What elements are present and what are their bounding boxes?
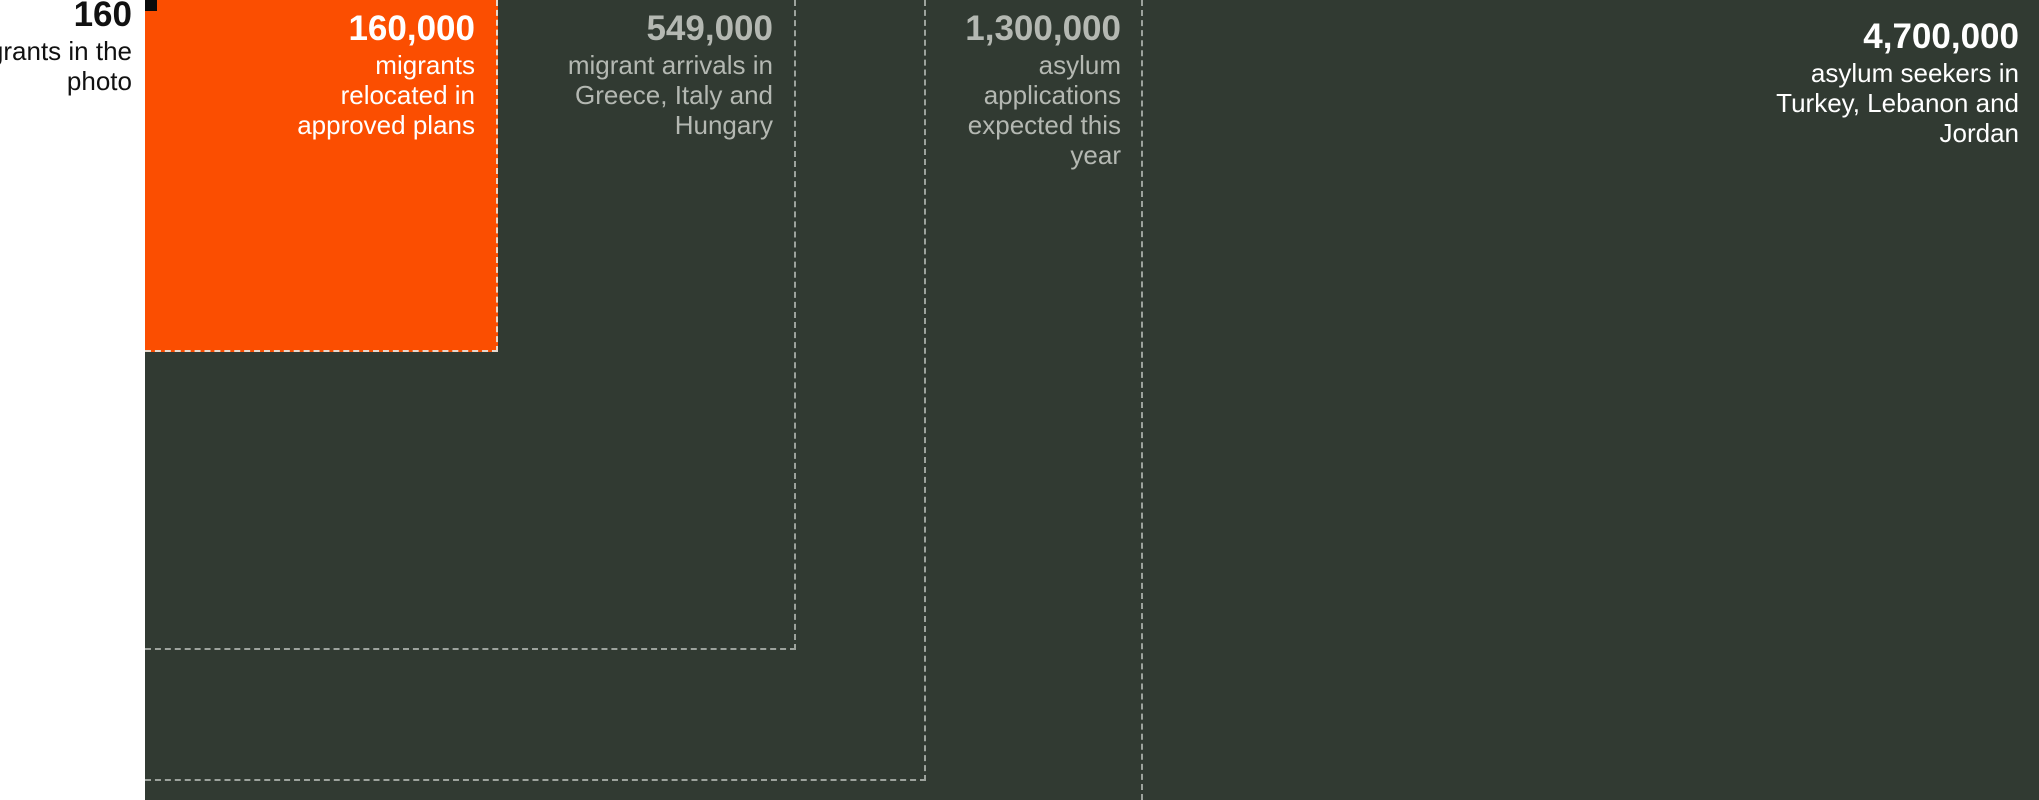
square-549000 [145,0,926,781]
square-approx-box [145,0,796,650]
label-160: 160 migrants in the photo [0,0,132,96]
label-1300000: 1,300,000 asylum applications expected t… [931,9,1121,171]
square-1300000 [145,0,1143,800]
label-549000: 549,000 migrant arrivals in Greece, Ital… [563,9,773,141]
desc-160: migrants in the photo [0,36,132,96]
value-549000: 549,000 [646,9,773,48]
value-160000: 160,000 [348,9,475,48]
square-160 [145,0,157,11]
value-4700000: 4,700,000 [1863,17,2019,56]
desc-1300000: asylum applications expected this year [967,50,1121,170]
desc-549000: migrant arrivals in Greece, Italy and Hu… [567,50,773,140]
label-4700000: 4,700,000 asylum seekers in Turkey, Leba… [1769,17,2019,149]
desc-160000: migrants relocated in approved plans [297,50,475,140]
label-160000: 160,000 migrants relocated in approved p… [275,9,475,141]
square-160000 [145,0,498,352]
value-160: 160 [73,0,132,34]
desc-4700000: asylum seekers in Turkey, Lebanon and Jo… [1776,58,2019,148]
value-1300000: 1,300,000 [965,9,1121,48]
